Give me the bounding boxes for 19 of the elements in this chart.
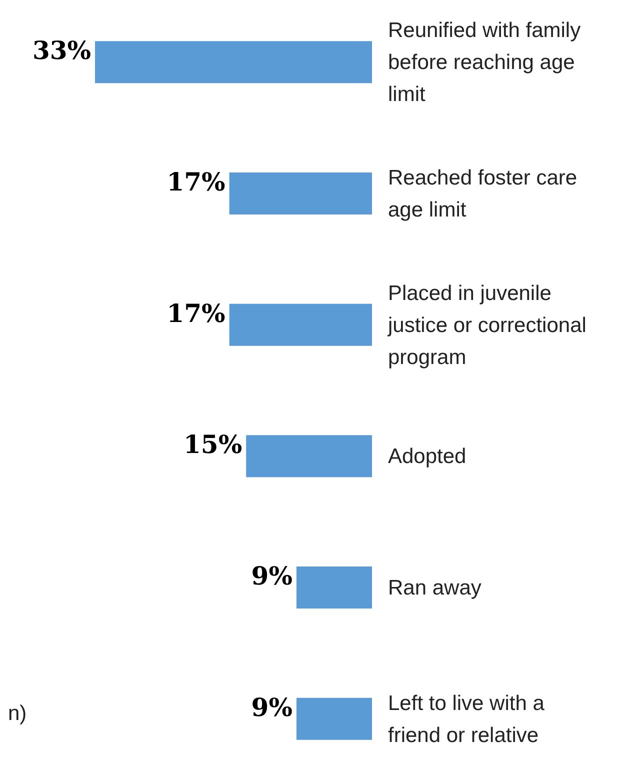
bar bbox=[246, 435, 372, 478]
y-tick-label: Reached foster care age limit bbox=[388, 166, 578, 222]
y-tick-label: Reunified with family before reaching age limit bbox=[388, 19, 582, 106]
bar bbox=[95, 41, 372, 84]
data-label: 15% bbox=[184, 430, 242, 460]
y-tick-label: Left to live with a friend or relative bbox=[388, 692, 545, 747]
bar bbox=[229, 172, 372, 215]
bar bbox=[296, 566, 372, 609]
bar bbox=[296, 698, 372, 740]
data-label: 9% bbox=[251, 561, 293, 590]
data-label: 33% bbox=[32, 36, 92, 66]
data-label: 17% bbox=[166, 298, 226, 328]
y-tick-label: Adopted bbox=[388, 445, 466, 468]
y-tick-label: Placed in juvenile justice or correctional program bbox=[387, 282, 586, 369]
data-label: 17% bbox=[166, 167, 226, 196]
bar bbox=[229, 304, 372, 346]
y-tick-label: Ran away bbox=[388, 576, 482, 600]
data-label: 9% bbox=[251, 692, 293, 722]
text: n) bbox=[8, 702, 27, 725]
